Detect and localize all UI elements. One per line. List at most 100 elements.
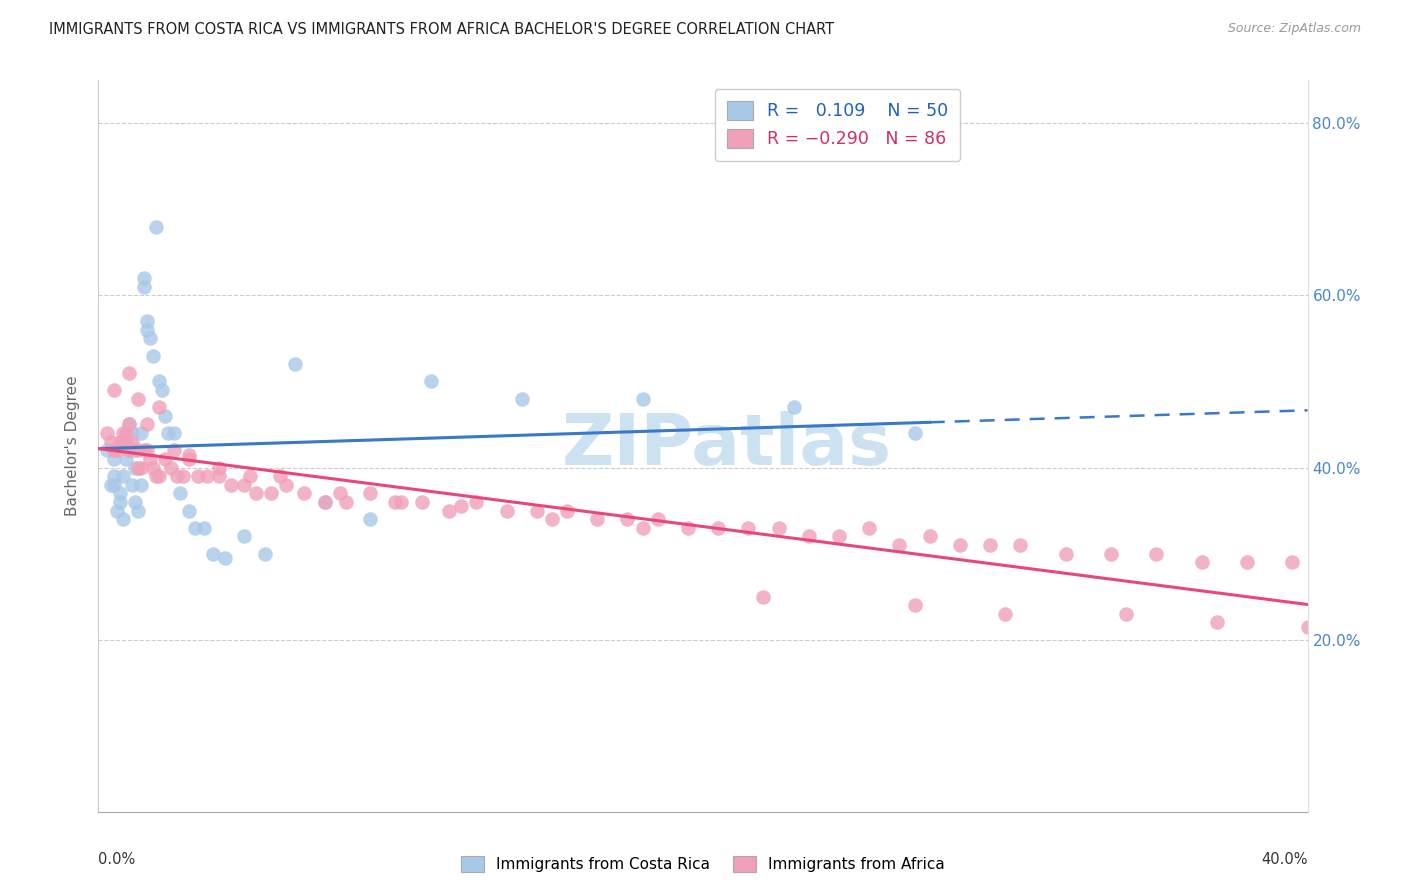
Point <box>135 323 157 337</box>
Point <box>631 521 654 535</box>
Point <box>1099 547 1122 561</box>
Point <box>202 547 225 561</box>
Point <box>127 443 149 458</box>
Text: ZIPatlas: ZIPatlas <box>562 411 893 481</box>
Point <box>1144 547 1167 561</box>
Point <box>156 426 179 441</box>
Point <box>1054 547 1077 561</box>
Point <box>1296 620 1319 634</box>
Point <box>153 409 176 423</box>
Point <box>121 426 143 441</box>
Point <box>124 495 146 509</box>
Point <box>114 434 136 449</box>
Point <box>292 486 315 500</box>
Point <box>631 392 654 406</box>
Point <box>274 477 297 491</box>
Point <box>616 512 638 526</box>
Point <box>221 477 243 491</box>
Point <box>1236 555 1258 569</box>
Point <box>360 486 382 500</box>
Point <box>142 349 165 363</box>
Point <box>179 448 201 462</box>
Point <box>184 521 207 535</box>
Point <box>103 469 125 483</box>
Point <box>172 469 194 483</box>
Point <box>103 443 125 458</box>
Point <box>437 503 460 517</box>
Point <box>118 417 141 432</box>
Point <box>105 443 128 458</box>
Text: 40.0%: 40.0% <box>1261 852 1308 867</box>
Point <box>737 521 759 535</box>
Point <box>124 443 146 458</box>
Point <box>239 469 262 483</box>
Point <box>495 503 517 517</box>
Point <box>111 426 134 441</box>
Point <box>132 271 155 285</box>
Point <box>111 469 134 483</box>
Point <box>96 426 118 441</box>
Legend: Immigrants from Costa Rica, Immigrants from Africa: Immigrants from Costa Rica, Immigrants f… <box>453 848 953 880</box>
Point <box>118 443 141 458</box>
Point <box>163 426 186 441</box>
Point <box>103 477 125 491</box>
Legend: R =   0.109    N = 50, R = −0.290   N = 86: R = 0.109 N = 50, R = −0.290 N = 86 <box>716 89 960 161</box>
Point <box>918 529 941 543</box>
Point <box>1010 538 1032 552</box>
Point <box>139 331 162 345</box>
Point <box>904 426 927 441</box>
Point <box>124 460 146 475</box>
Point <box>384 495 406 509</box>
Point <box>127 392 149 406</box>
Point <box>103 451 125 466</box>
Point <box>127 460 149 475</box>
Point <box>1281 555 1303 569</box>
Point <box>132 280 155 294</box>
Point <box>150 383 173 397</box>
Point <box>179 503 201 517</box>
Point <box>103 383 125 397</box>
Point <box>111 434 134 449</box>
Point <box>314 495 336 509</box>
Point <box>121 434 143 449</box>
Point <box>676 521 699 535</box>
Point <box>129 426 152 441</box>
Point <box>118 443 141 458</box>
Point <box>118 366 141 380</box>
Point <box>586 512 609 526</box>
Point <box>797 529 820 543</box>
Point <box>1115 607 1137 621</box>
Point <box>108 495 131 509</box>
Point <box>994 607 1017 621</box>
Point <box>96 443 118 458</box>
Point <box>121 477 143 491</box>
Point <box>260 486 283 500</box>
Point <box>160 460 183 475</box>
Point <box>1191 555 1213 569</box>
Point <box>411 495 433 509</box>
Point <box>127 503 149 517</box>
Y-axis label: Bachelor's Degree: Bachelor's Degree <box>65 376 80 516</box>
Point <box>135 417 157 432</box>
Point <box>100 434 122 449</box>
Point <box>329 486 352 500</box>
Point <box>214 550 236 565</box>
Point <box>195 469 218 483</box>
Point <box>335 495 357 509</box>
Point <box>904 598 927 612</box>
Point <box>979 538 1001 552</box>
Point <box>253 547 276 561</box>
Point <box>208 460 231 475</box>
Point <box>187 469 209 483</box>
Point <box>1206 615 1229 630</box>
Text: Source: ZipAtlas.com: Source: ZipAtlas.com <box>1227 22 1361 36</box>
Point <box>949 538 972 552</box>
Point <box>420 375 443 389</box>
Point <box>129 460 152 475</box>
Point <box>108 434 131 449</box>
Point <box>707 521 730 535</box>
Point <box>135 443 157 458</box>
Point <box>148 401 170 415</box>
Point <box>142 460 165 475</box>
Point <box>135 314 157 328</box>
